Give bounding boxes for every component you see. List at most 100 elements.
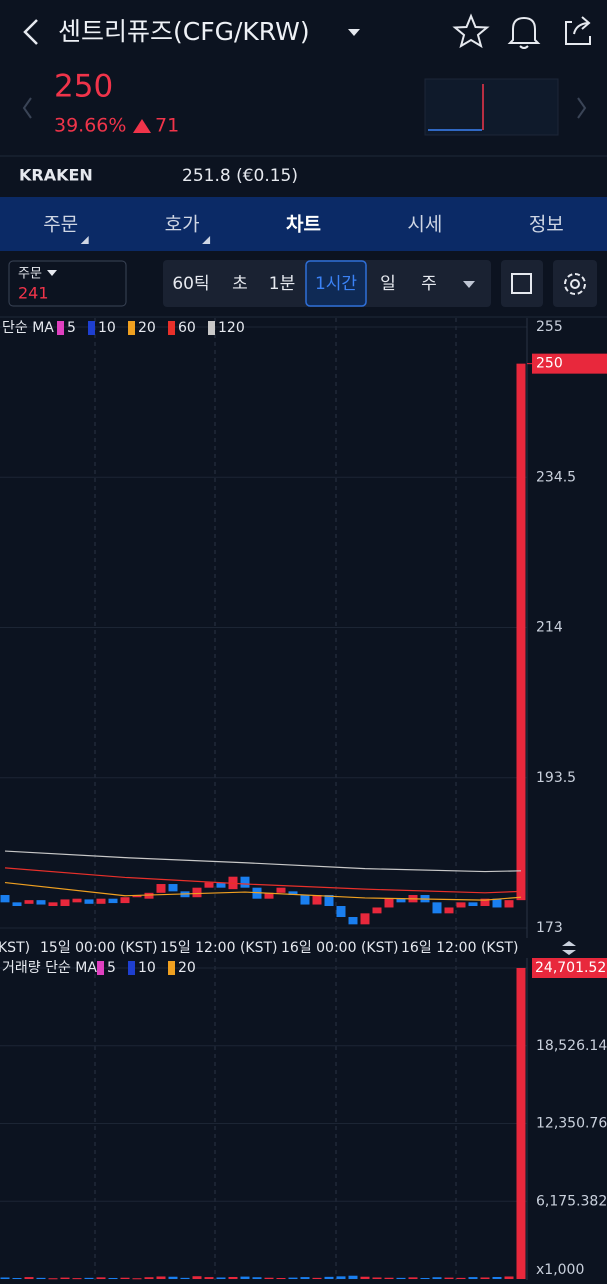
volume-bar bbox=[24, 1277, 34, 1279]
draw-button-bg bbox=[501, 260, 543, 307]
interval-option[interactable]: 초 bbox=[232, 274, 248, 294]
order-box[interactable] bbox=[8, 260, 127, 307]
legend-swatch bbox=[97, 961, 104, 975]
legend-swatch bbox=[168, 321, 175, 335]
alert-button[interactable] bbox=[507, 16, 541, 49]
y-tick-label: 234.5 bbox=[536, 469, 576, 485]
favorite-button[interactable] bbox=[452, 13, 490, 49]
candle bbox=[84, 899, 94, 904]
legend-label: 60 bbox=[178, 320, 196, 336]
volume-bar bbox=[276, 1277, 286, 1279]
back-button[interactable] bbox=[23, 19, 38, 45]
ma-line bbox=[4, 867, 522, 894]
top-tick-box bbox=[532, 958, 607, 978]
candle bbox=[372, 907, 382, 914]
order-label: 주문 bbox=[18, 267, 42, 282]
interval-dropdown[interactable] bbox=[463, 281, 475, 288]
last-price-box bbox=[532, 353, 607, 374]
x-tick-label: 15일 12:00 (KST) bbox=[160, 940, 277, 956]
interval-option[interactable]: 주 bbox=[421, 274, 437, 294]
interval-option[interactable]: 일 bbox=[380, 274, 396, 294]
legend-swatch bbox=[208, 321, 215, 335]
x-tick-label: 15일 00:00 (KST) bbox=[40, 940, 157, 956]
volume-bar bbox=[132, 1278, 142, 1280]
y-tick-label: 12,350.764 bbox=[536, 1116, 607, 1132]
volume-bar bbox=[492, 1276, 502, 1279]
legend-label: 10 bbox=[138, 960, 156, 976]
volume-bar bbox=[336, 1276, 346, 1279]
title-dropdown[interactable] bbox=[348, 29, 360, 36]
candle bbox=[516, 363, 526, 901]
volume-bar bbox=[228, 1276, 238, 1279]
volume-bar bbox=[324, 1276, 334, 1279]
tab[interactable]: 시세 bbox=[407, 214, 442, 236]
candle bbox=[348, 917, 358, 925]
candle bbox=[468, 902, 478, 907]
y-tick-label: 173 bbox=[536, 920, 563, 936]
candle bbox=[36, 900, 46, 905]
next-arrow[interactable] bbox=[577, 97, 587, 119]
pane-resize[interactable] bbox=[562, 941, 576, 955]
candle bbox=[384, 898, 394, 908]
candle bbox=[264, 892, 274, 899]
change-percent: 39.66% bbox=[54, 115, 126, 137]
interval-option[interactable]: 1시간 bbox=[315, 274, 357, 294]
interval-option[interactable]: 1분 bbox=[269, 274, 295, 294]
tab[interactable]: 정보 bbox=[529, 214, 564, 236]
volume-bar bbox=[144, 1277, 154, 1279]
candle bbox=[336, 906, 346, 918]
y-tick-label: 214 bbox=[536, 620, 563, 636]
settings-button[interactable] bbox=[564, 273, 586, 295]
legend-title: 거래량 단순 MA bbox=[2, 960, 97, 976]
tab[interactable]: 차트 bbox=[286, 214, 321, 236]
volume-bar bbox=[516, 968, 526, 1279]
volume-bar bbox=[120, 1277, 130, 1279]
legend-swatch bbox=[57, 321, 64, 335]
candle bbox=[444, 907, 454, 914]
tab[interactable]: 주문 bbox=[43, 214, 78, 236]
legend-swatch bbox=[128, 961, 135, 975]
volume-bar bbox=[456, 1277, 466, 1279]
volume-bar bbox=[264, 1277, 274, 1279]
candle bbox=[204, 882, 214, 888]
candle bbox=[324, 895, 334, 907]
volume-bar bbox=[12, 1277, 22, 1279]
interval-option[interactable]: 60틱 bbox=[172, 274, 209, 294]
candle bbox=[156, 884, 166, 893]
candle bbox=[240, 876, 250, 888]
share-button[interactable] bbox=[565, 16, 591, 45]
volume-bar bbox=[348, 1275, 358, 1279]
candle bbox=[168, 884, 178, 892]
legend-label: 5 bbox=[107, 960, 116, 976]
volume-bar bbox=[180, 1277, 190, 1279]
candle bbox=[24, 900, 34, 904]
tab[interactable]: 호가 bbox=[165, 214, 200, 236]
volume-bar bbox=[432, 1277, 442, 1279]
volume-bar bbox=[468, 1277, 478, 1279]
legend-label: 10 bbox=[98, 320, 116, 336]
volume-bar bbox=[168, 1276, 178, 1279]
prev-arrow[interactable] bbox=[22, 97, 32, 119]
settings-button-bg bbox=[553, 260, 597, 307]
volume-bar bbox=[0, 1277, 10, 1279]
volume-bar bbox=[504, 1276, 514, 1279]
draw-button[interactable] bbox=[511, 273, 532, 294]
y-tick-label: 24,701.527 bbox=[535, 960, 607, 976]
candle bbox=[0, 895, 10, 903]
volume-bar bbox=[204, 1277, 214, 1279]
last-price-label: 250 bbox=[536, 356, 563, 372]
volume-bar bbox=[240, 1276, 250, 1279]
candle bbox=[432, 902, 442, 914]
y-tick-label: 255 bbox=[536, 319, 563, 335]
legend-label: 5 bbox=[67, 320, 76, 336]
candle bbox=[492, 898, 502, 908]
volume-bar bbox=[36, 1277, 46, 1279]
volume-bar bbox=[48, 1278, 58, 1280]
candle bbox=[120, 897, 130, 904]
order-value: 241 bbox=[18, 284, 49, 303]
legend-label: 120 bbox=[218, 320, 245, 336]
volume-bar bbox=[420, 1277, 430, 1279]
volume-bar bbox=[312, 1277, 322, 1279]
candle bbox=[300, 895, 310, 905]
